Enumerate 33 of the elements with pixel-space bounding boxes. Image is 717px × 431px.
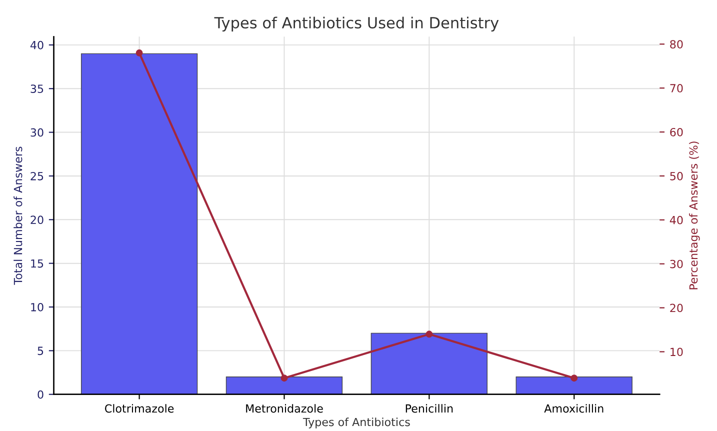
bar bbox=[516, 376, 632, 394]
y2-tick-label: 60 bbox=[670, 128, 683, 136]
y2-tick-label: 20 bbox=[670, 304, 683, 312]
bar bbox=[80, 53, 198, 394]
y-tick-label: 5 bbox=[38, 346, 44, 356]
y-tick-label: 20 bbox=[30, 216, 44, 224]
y-axis-title: Total Number of Answers bbox=[14, 146, 22, 285]
y2-axis-title: Percentage of Answers (%) bbox=[689, 142, 700, 290]
y2-tick-label: 10 bbox=[670, 348, 683, 356]
chart-title: Types of Antibiotics Used in Dentistry bbox=[214, 16, 499, 32]
y2-tick-label: 80 bbox=[670, 40, 683, 48]
y-tick-label: 10 bbox=[31, 302, 44, 312]
bar bbox=[226, 376, 343, 394]
y-tick-label: 25 bbox=[30, 172, 44, 180]
bar bbox=[370, 332, 488, 394]
x-tick-label: Metronidazole bbox=[246, 404, 323, 413]
y-tick-label: 35 bbox=[30, 84, 44, 93]
x-tick-label: Clotrimazole bbox=[104, 404, 174, 413]
point bbox=[136, 49, 143, 56]
y-tick-label: 40 bbox=[30, 40, 44, 50]
x-axis-title: Types of Antibiotics bbox=[302, 418, 410, 428]
x-tick-label: Penicillin bbox=[406, 404, 453, 413]
y-tick-label: 15 bbox=[31, 259, 44, 268]
y2-tick-label: 70 bbox=[670, 84, 683, 92]
y-tick-label: 30 bbox=[30, 128, 44, 137]
y2-tick-label: 50 bbox=[670, 172, 683, 180]
point bbox=[426, 330, 433, 338]
x-tick-label: Amoxicillin bbox=[544, 404, 604, 413]
y2-tick-label: 30 bbox=[670, 260, 683, 268]
point bbox=[570, 374, 578, 382]
y2-tick-label: 40 bbox=[670, 216, 683, 224]
y-tick-label: 0 bbox=[38, 390, 44, 399]
point bbox=[280, 374, 288, 382]
